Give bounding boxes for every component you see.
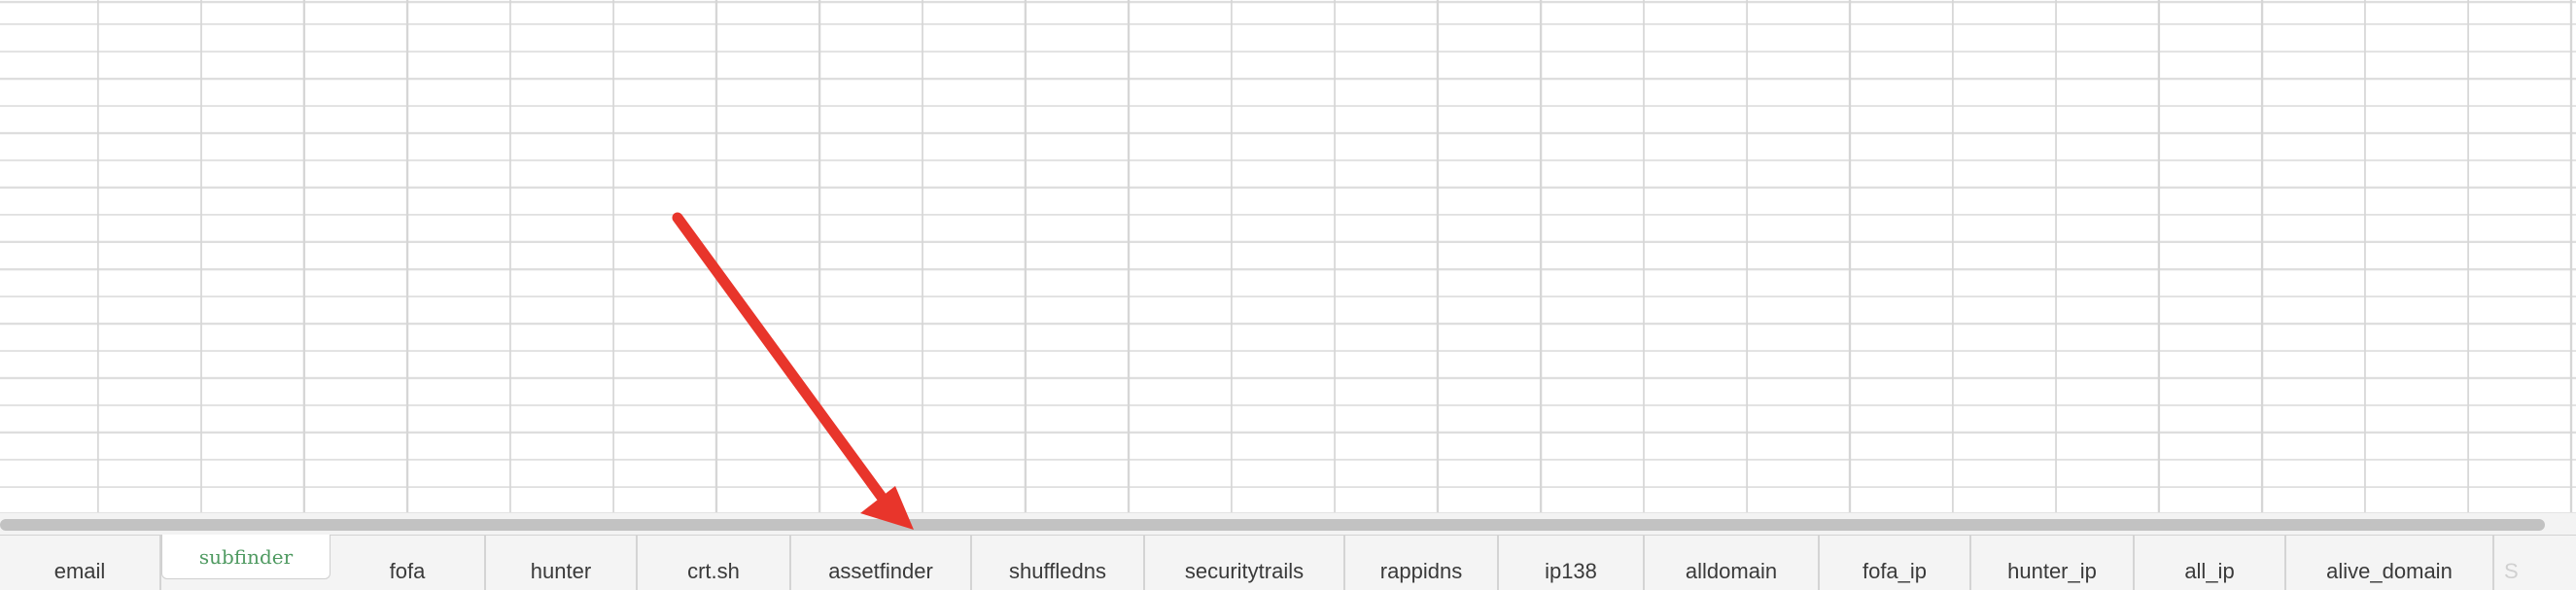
sheet-tab-label: fofa [389,559,426,583]
sheet-tab-shuffledns[interactable]: shuffledns [972,536,1145,590]
sheet-tab-label: ip138 [1545,559,1597,583]
sheet-tab-label: hunter_ip [2007,559,2097,583]
sheet-tab-all-ip[interactable]: all_ip [2135,536,2286,590]
sheet-tab-label: alive_domain [2326,559,2453,583]
sheet-tab-label: alldomain [1685,559,1778,583]
sheet-tab-partial[interactable]: S [2494,536,2576,590]
sheet-tab-bar: email subfinder fofa hunter crt.sh asset… [0,535,2576,590]
sheet-tab-label: hunter [530,559,592,583]
scrollbar-thumb[interactable] [0,519,2545,531]
sheet-tab-label: shuffledns [1009,559,1106,583]
sheet-tab-label: fofa_ip [1862,559,1928,583]
sheet-tab-subfinder[interactable]: subfinder [161,535,331,579]
sheet-tab-label: S [2504,559,2519,583]
sheet-tab-fofa-ip[interactable]: fofa_ip [1820,536,1971,590]
horizontal-scrollbar[interactable] [0,512,2576,536]
sheet-tab-crt-sh[interactable]: crt.sh [638,536,791,590]
sheet-tab-assetfinder[interactable]: assetfinder [791,536,972,590]
sheet-tab-rappidns[interactable]: rappidns [1345,536,1499,590]
sheet-tab-label: securitytrails [1184,559,1305,583]
sheet-tab-email[interactable]: email [0,536,161,590]
sheet-tab-securitytrails[interactable]: securitytrails [1145,536,1345,590]
sheet-tab-hunter-ip[interactable]: hunter_ip [1971,536,2135,590]
sheet-tab-label: subfinder [198,544,294,569]
sheet-tab-alive-domain[interactable]: alive_domain [2286,536,2494,590]
sheet-tab-fofa[interactable]: fofa [331,536,486,590]
sheet-tab-label: crt.sh [687,559,740,583]
sheet-tab-hunter[interactable]: hunter [486,536,638,590]
spreadsheet-grid[interactable] [0,0,2576,512]
sheet-tab-ip138[interactable]: ip138 [1499,536,1645,590]
sheet-tab-alldomain[interactable]: alldomain [1645,536,1820,590]
sheet-tab-label: rappidns [1379,559,1463,583]
sheet-tab-label: all_ip [2184,559,2235,583]
sheet-tab-label: assetfinder [828,559,933,583]
sheet-tab-label: email [53,559,106,583]
